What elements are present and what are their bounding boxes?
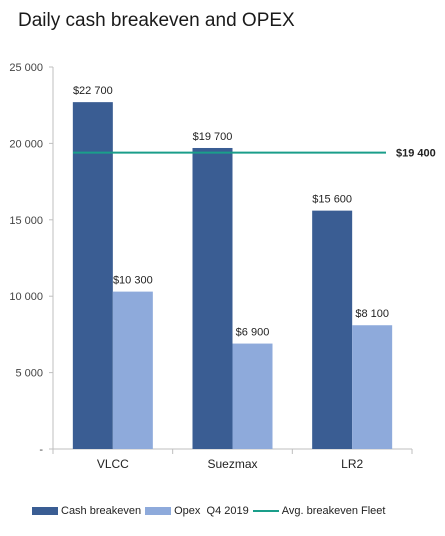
bar-opex-suezmax: [232, 343, 273, 449]
bars: $22 700 $10 300 $19 700 $6 900 $15 600 $8 100: [72, 85, 393, 450]
data-label: $15 600: [312, 194, 352, 206]
legend-label-avg-breakeven: Avg. breakeven Fleet: [281, 505, 386, 517]
legend-item-opex: Opex Q4 2019: [145, 505, 249, 517]
data-label: $6 900: [236, 327, 270, 339]
y-tick-label: 10 000: [9, 291, 43, 303]
y-tick-label: 25 000: [9, 62, 43, 74]
bar-cash-breakeven-vlcc: [72, 102, 113, 450]
bar-opex-lr2: [352, 325, 393, 449]
legend-swatch-opex: [145, 507, 172, 515]
x-tick-label: VLCC: [97, 457, 129, 471]
legend-swatch-cash-breakeven: [32, 507, 58, 515]
legend-label-cash-breakeven: Cash breakeven: [61, 505, 142, 517]
y-tick-label: 5 000: [15, 368, 43, 380]
x-tick-label: LR2: [341, 457, 363, 471]
legend-label-opex: Opex Q4 2019: [174, 505, 249, 517]
x-tick-label: Suezmax: [207, 457, 257, 471]
legend-item-cash-breakeven: Cash breakeven: [32, 505, 141, 517]
bar-cash-breakeven-suezmax: [192, 147, 233, 449]
y-axis-ticks: - 5 000 10 000 15 000 20 000 25 000: [9, 62, 53, 456]
legend-swatch-avg-breakeven: [252, 510, 279, 512]
data-label: $22 700: [73, 85, 113, 97]
bar-cash-breakeven-lr2: [312, 210, 353, 449]
data-label: $19 700: [193, 131, 233, 143]
bar-opex-vlcc: [112, 291, 153, 449]
reference-line-group: $19 400: [73, 148, 436, 160]
y-tick-label: 15 000: [9, 215, 43, 227]
avg-breakeven-label: $19 400: [396, 148, 436, 160]
legend-item-avg-breakeven: Avg. breakeven Fleet: [252, 505, 386, 517]
legend: Cash breakeven Opex Q4 2019 Avg. breakev…: [32, 505, 389, 517]
y-tick-label: 20 000: [9, 138, 43, 150]
y-tick-label: -: [39, 444, 43, 456]
data-label: $10 300: [113, 275, 153, 287]
data-label: $8 100: [355, 308, 389, 320]
x-axis-ticks: VLCC Suezmax LR2: [52, 449, 413, 471]
chart-title: Daily cash breakeven and OPEX: [18, 10, 295, 31]
